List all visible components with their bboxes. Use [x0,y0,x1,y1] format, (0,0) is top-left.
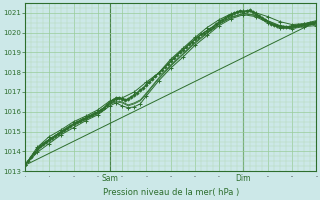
Text: Dim: Dim [236,174,251,183]
X-axis label: Pression niveau de la mer( hPa ): Pression niveau de la mer( hPa ) [102,188,239,197]
Text: Sam: Sam [101,174,118,183]
